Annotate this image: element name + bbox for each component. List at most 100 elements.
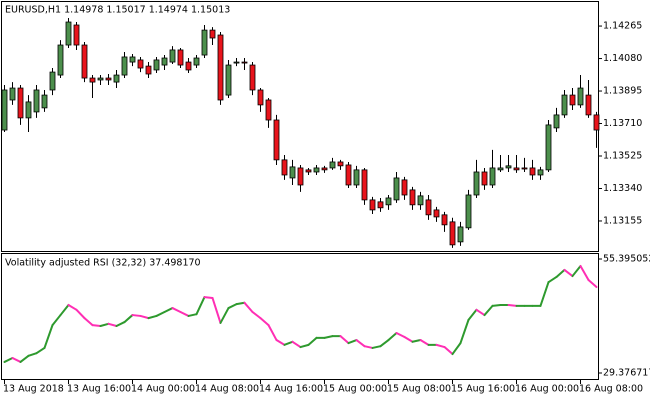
candle-body [289, 166, 296, 179]
candle-body [129, 56, 136, 63]
indicator-segment [275, 339, 286, 346]
candle-body [201, 29, 208, 56]
candle-body [169, 49, 176, 63]
candle-body [193, 57, 200, 66]
indicator-segment [227, 303, 238, 310]
indicator-segment [387, 332, 398, 342]
price-title: EURUSD,H1 1.14978 1.15017 1.14974 1.1501… [5, 5, 230, 16]
candle-body [561, 94, 568, 116]
candle-body [25, 101, 32, 119]
candle-body [137, 59, 144, 69]
indicator-segment [491, 303, 502, 307]
candle-body [473, 171, 480, 196]
indicator-segment [307, 336, 318, 346]
y-tick-label: 29.376717 [603, 367, 650, 378]
candle-body [81, 44, 88, 79]
candle-body [441, 214, 448, 226]
candle-body [33, 89, 40, 113]
candle-body [145, 65, 152, 75]
indicator-segment [443, 346, 454, 356]
candle-body [329, 161, 336, 169]
candle-body [353, 169, 360, 186]
indicator-segment [123, 314, 134, 324]
candle-body [585, 94, 592, 116]
candle-body [89, 77, 96, 83]
y-tick-label: 1.14265 [603, 21, 642, 32]
candle-body [409, 189, 416, 206]
indicator-segment [3, 357, 14, 363]
candle-body [121, 56, 128, 76]
indicator-segment [91, 324, 102, 328]
y-tick-label: 1.14080 [603, 53, 642, 64]
indicator-segment [507, 303, 518, 307]
candle-body [377, 201, 384, 209]
candle-body [337, 161, 344, 167]
candle-body [233, 61, 240, 64]
indicator-segment [75, 308, 86, 320]
candle-body [257, 89, 264, 106]
x-tick-label: 16 Aug 08:00 [579, 384, 643, 395]
indicator-segment [355, 339, 366, 348]
indicator-segment [483, 304, 494, 317]
indicator-segment [547, 275, 558, 284]
indicator-segment [83, 317, 94, 327]
indicator-segment [99, 322, 110, 328]
candle-body [401, 179, 408, 196]
candle-body [97, 77, 104, 81]
indicator-segment [195, 296, 206, 316]
indicator-segment [219, 307, 230, 324]
indicator-segment [163, 307, 174, 313]
candle-body [569, 94, 576, 106]
indicator-segment [139, 314, 150, 320]
y-tick-label: 1.13895 [603, 86, 642, 97]
indicator-segment [131, 314, 142, 317]
candle-body [185, 61, 192, 71]
indicator-segment [291, 340, 302, 349]
candle-body [241, 61, 248, 64]
indicator-panel-frame [1, 253, 599, 380]
indicator-segment [587, 279, 598, 289]
y-tick-label: 1.13340 [603, 183, 642, 194]
indicator-segment [411, 339, 422, 343]
candle-body [313, 167, 320, 173]
indicator-segment [211, 296, 222, 324]
candle-body [505, 165, 512, 169]
candle-body [425, 199, 432, 216]
indicator-segment [299, 343, 310, 349]
candle-body [513, 167, 520, 171]
indicator-segment [555, 268, 566, 278]
indicator-segment [115, 321, 126, 328]
candle-body [553, 114, 560, 129]
y-tick-label: 1.13525 [603, 151, 642, 162]
indicator-segment [107, 322, 118, 328]
candle-body [521, 167, 528, 170]
candle-body [249, 64, 256, 91]
candle-body [209, 29, 216, 39]
candle-body [49, 71, 56, 91]
x-tick-label: 13 Aug 2018 [3, 384, 64, 395]
candle-body [9, 87, 16, 101]
indicator-segment [323, 335, 334, 339]
candle-body [497, 167, 504, 171]
candle-body [321, 167, 328, 171]
x-tick-label: 14 Aug 16:00 [259, 384, 323, 395]
indicator-segment [339, 335, 350, 345]
indicator-segment [259, 317, 270, 327]
indicator-segment [435, 343, 446, 349]
candle-body [225, 64, 232, 96]
indicator-segment [35, 346, 46, 355]
indicator-segment [475, 308, 486, 317]
indicator-segment [171, 307, 182, 313]
candle-body [265, 99, 272, 121]
candle-body [65, 21, 72, 46]
indicator-segment [243, 301, 254, 313]
indicator-segment [267, 324, 278, 342]
candle-body [449, 221, 456, 246]
candle-body [385, 197, 392, 206]
candle-body [153, 59, 160, 71]
candle-body [305, 169, 312, 173]
candle-body [481, 171, 488, 186]
candle-body [273, 119, 280, 161]
indicator-segment [19, 354, 30, 363]
